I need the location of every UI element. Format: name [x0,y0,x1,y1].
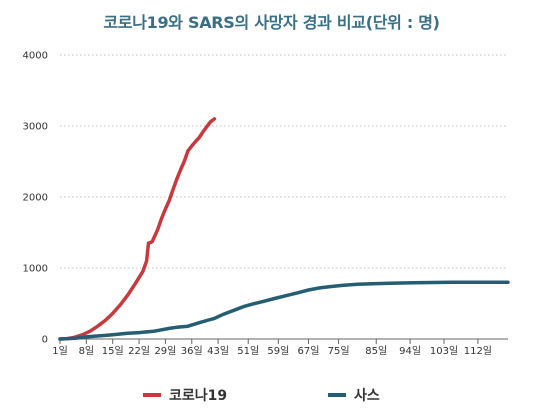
chart-title: 코로나19와 SARS의 사망자 경과 비교(단위 : 명) [103,13,440,32]
x-tick-label: 29일 [154,345,176,357]
legend: 코로나19 사스 [143,388,380,404]
x-tick-label: 59일 [267,345,289,357]
y-tick-label: 3000 [23,122,48,133]
x-tick-label: 36일 [181,345,203,357]
x-tick-label: 67일 [298,345,320,357]
x-tick-label: 22일 [128,345,150,357]
x-tick-label: 85일 [365,345,387,357]
axes: 0 1000 2000 3000 4000 1일 8일 15일 22일 29일 36일 43일 51일 5… [23,51,508,357]
legend-label: 코로나19 [169,388,227,404]
x-tick-label: 51일 [237,345,259,357]
x-tick-label: 75일 [328,345,350,357]
series-lines [58,117,510,341]
legend-label: 사스 [354,388,380,404]
y-tick-label: 0 [42,335,48,346]
series-line-covid19 [58,117,217,341]
y-tick-label: 1000 [23,264,48,275]
x-tick-label: 43일 [207,345,229,357]
y-tick-label: 2000 [23,193,48,204]
x-tick-label: 1일 [52,345,68,357]
x-tick-label: 94일 [399,345,421,357]
x-tick-label: 103일 [430,345,458,357]
x-tick-label: 15일 [102,345,124,357]
y-tick-label: 4000 [23,51,48,62]
x-tick-label: 112일 [464,345,492,357]
gridlines [60,54,508,269]
x-tick-label: 8일 [79,345,95,357]
series-line-sars [58,280,510,341]
